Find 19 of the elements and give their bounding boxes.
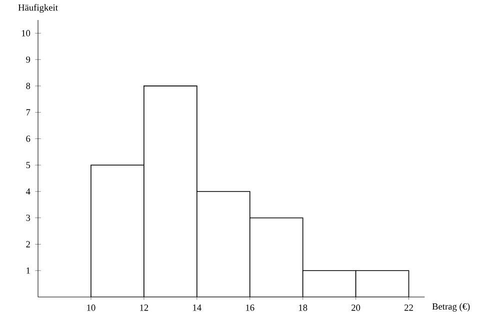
x-tick-label: 20	[352, 304, 360, 311]
y-tick-label: 9	[26, 56, 30, 63]
y-tick-label: 10	[22, 30, 30, 36]
x-tick-label: 10	[87, 304, 96, 311]
y-tick-label: 5	[26, 162, 30, 168]
y-tick-label: 8	[26, 82, 30, 90]
x-tick-label: 18	[298, 304, 308, 311]
x-tick-label: 14	[193, 304, 202, 311]
x-tick-label: 16	[246, 304, 254, 311]
y-tick-label: 2	[26, 241, 30, 248]
x-tick-label: 12	[140, 304, 148, 311]
y-tick-label: 6	[26, 136, 30, 142]
y-tick-label: 7	[26, 109, 30, 116]
y-axis-title: Häufigkeit	[18, 4, 58, 13]
y-tick-label: 1	[26, 268, 30, 274]
x-tick-label: 22	[404, 304, 413, 311]
x-axis-title: Betrag (€)	[432, 303, 470, 312]
y-tick-label: 4	[26, 188, 30, 195]
y-tick-label: 3	[26, 214, 30, 221]
